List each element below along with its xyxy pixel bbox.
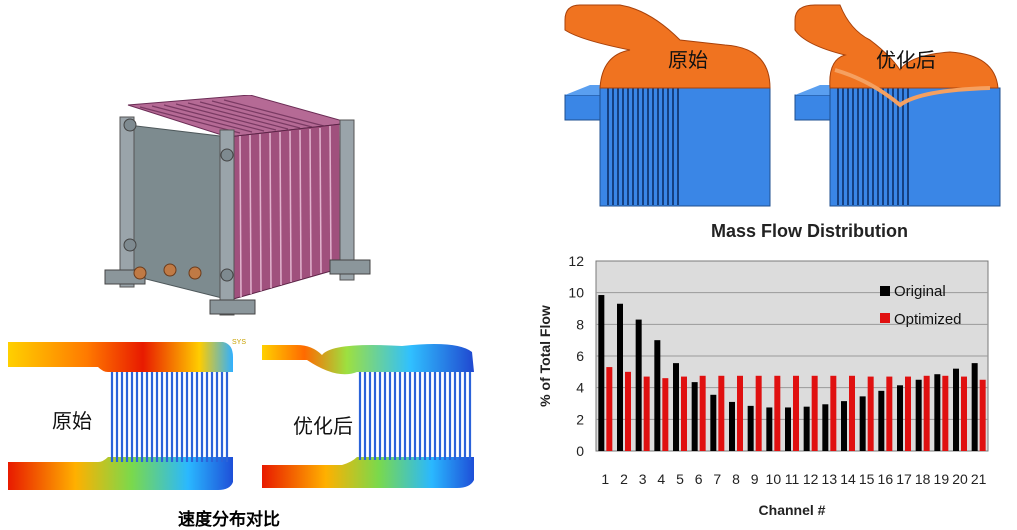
y-tick-label: 10 <box>568 285 584 301</box>
x-tick-label: 11 <box>785 471 800 487</box>
bar-optimized <box>886 376 893 451</box>
x-tick-label: 13 <box>822 471 838 487</box>
bar-original <box>635 319 642 451</box>
bar-original <box>878 390 885 451</box>
x-tick-label: 3 <box>639 471 647 487</box>
bar-optimized <box>774 375 781 451</box>
bar-optimized <box>830 375 837 451</box>
x-tick-label: 19 <box>934 471 950 487</box>
bar-original <box>598 295 605 451</box>
y-tick-label: 4 <box>576 380 584 396</box>
x-tick-label: 5 <box>676 471 684 487</box>
manifold-label-original: 原始 <box>668 48 708 72</box>
battery-pack-illustration <box>104 95 371 316</box>
chart-title: Mass Flow Distribution <box>711 221 909 241</box>
bar-original <box>747 405 754 451</box>
bar-original <box>803 406 810 451</box>
y-tick-label: 0 <box>576 443 584 459</box>
y-axis-title: % of Total Flow <box>537 305 553 407</box>
manifold-label-optimized: 优化后 <box>876 48 936 72</box>
y-tick-label: 6 <box>576 348 584 364</box>
bar-original <box>934 374 941 451</box>
bar-original <box>915 379 922 451</box>
legend: Original Optimized <box>880 283 962 328</box>
y-tick-label: 2 <box>576 411 584 427</box>
bar-optimized <box>643 376 650 451</box>
bar-optimized <box>849 375 855 451</box>
bar-original <box>617 303 623 451</box>
x-tick-label: 12 <box>803 471 819 487</box>
x-tick-label: 2 <box>620 471 628 487</box>
bar-original <box>766 407 773 451</box>
bar-original <box>654 340 661 451</box>
bar-optimized <box>737 375 743 451</box>
y-tick-label: 12 <box>568 253 584 269</box>
velocity-contour-original <box>8 342 233 490</box>
legend-label-original: Original <box>894 283 946 300</box>
x-tick-label: 14 <box>840 471 856 487</box>
bar-original <box>841 401 847 451</box>
bar-original <box>673 363 679 451</box>
x-tick-label: 20 <box>952 471 968 487</box>
bar-optimized <box>699 375 706 451</box>
bar-optimized <box>681 376 687 451</box>
contour-label-original: 原始 <box>52 409 92 433</box>
x-tick-label: 6 <box>695 471 703 487</box>
x-tick-label: 16 <box>878 471 894 487</box>
bar-original <box>859 396 866 451</box>
x-tick-label: 17 <box>896 471 912 487</box>
bar-original <box>953 368 959 451</box>
x-tick-label: 15 <box>859 471 875 487</box>
bar-original <box>691 382 698 451</box>
bar-optimized <box>755 375 762 451</box>
bar-optimized <box>625 371 631 451</box>
legend-swatch-original <box>880 286 890 296</box>
contour-label-optimized: 优化后 <box>293 414 353 438</box>
x-tick-label: 7 <box>713 471 721 487</box>
bar-original <box>785 407 791 451</box>
x-tick-label: 10 <box>766 471 782 487</box>
brand-fragment: SYS <box>232 339 247 346</box>
bar-original <box>822 404 829 451</box>
legend-label-optimized: Optimized <box>894 311 962 328</box>
x-tick-label: 9 <box>751 471 759 487</box>
y-tick-label: 8 <box>576 316 584 332</box>
bar-original <box>729 401 735 451</box>
bar-optimized <box>662 378 669 451</box>
x-tick-label: 8 <box>732 471 740 487</box>
bar-original <box>710 394 717 451</box>
bar-optimized <box>923 375 930 451</box>
bar-optimized <box>979 379 986 451</box>
x-tick-label: 4 <box>657 471 665 487</box>
bar-optimized <box>942 375 949 451</box>
manifold-render-optimized <box>794 4 1001 207</box>
bar-optimized <box>905 376 911 451</box>
legend-swatch-optimized <box>880 313 890 323</box>
manifold-render-original <box>564 4 771 207</box>
bar-optimized <box>867 376 874 451</box>
bar-optimized <box>718 375 725 451</box>
bar-optimized <box>793 375 799 451</box>
x-tick-label: 1 <box>601 471 609 487</box>
bar-original <box>897 385 903 451</box>
bar-optimized <box>961 376 967 451</box>
x-tick-label: 18 <box>915 471 931 487</box>
x-axis-title: Channel # <box>759 502 826 518</box>
velocity-contour-optimized <box>262 344 474 488</box>
bar-optimized <box>606 367 613 451</box>
bar-optimized <box>811 375 818 451</box>
velocity-caption: 速度分布对比 <box>178 510 280 530</box>
bar-original <box>971 363 978 451</box>
x-tick-label: 21 <box>971 471 987 487</box>
